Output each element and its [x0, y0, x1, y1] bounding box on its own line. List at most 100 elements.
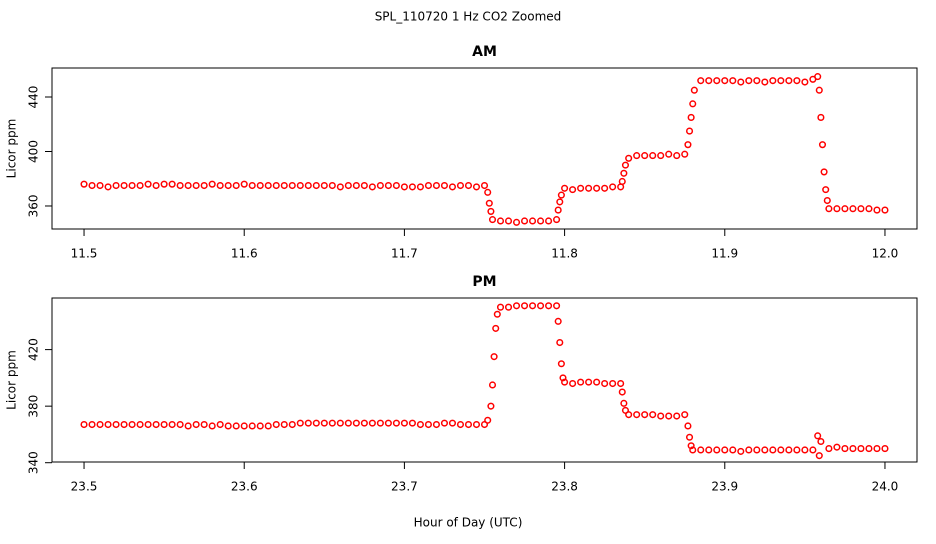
data-point — [545, 302, 553, 310]
data-point — [761, 78, 769, 86]
data-point — [881, 445, 889, 453]
data-point — [392, 419, 400, 427]
data-point — [777, 446, 785, 454]
data-point — [456, 181, 465, 190]
data-point — [761, 446, 769, 454]
data-point — [448, 419, 457, 427]
data-point — [825, 205, 833, 213]
data-point — [687, 442, 695, 450]
data-point — [721, 77, 729, 85]
y-tick-label: 420 — [27, 338, 41, 361]
data-point — [320, 419, 328, 427]
data-point — [814, 73, 822, 81]
data-point — [769, 77, 777, 85]
data-point — [556, 338, 564, 347]
data-point — [288, 420, 296, 429]
data-point — [618, 388, 626, 396]
data-point — [684, 422, 692, 430]
data-point — [689, 446, 697, 454]
data-point — [729, 77, 737, 85]
data-point — [729, 446, 737, 454]
data-point — [312, 419, 320, 427]
data-point — [585, 184, 593, 192]
data-point — [408, 419, 416, 427]
data-point — [857, 205, 865, 213]
data-point — [88, 420, 96, 429]
data-point — [184, 422, 192, 430]
x-axis-label: Hour of Day (UTC) — [414, 516, 523, 530]
data-point — [657, 152, 665, 160]
data-point — [785, 77, 793, 85]
data-point — [556, 198, 564, 206]
data-point — [673, 152, 681, 160]
data-point — [224, 181, 232, 190]
data-point — [328, 419, 336, 427]
data-point — [841, 445, 849, 453]
data-point — [641, 411, 649, 419]
data-point — [833, 205, 841, 213]
data-point — [424, 420, 432, 429]
data-point — [713, 77, 721, 85]
data-point — [168, 180, 176, 188]
data-point — [448, 183, 457, 191]
data-point — [815, 86, 823, 94]
data-point — [569, 379, 577, 388]
data-point — [120, 181, 128, 190]
data-point — [833, 443, 841, 451]
data-point — [559, 374, 567, 382]
data-point — [601, 184, 609, 192]
data-point — [484, 188, 492, 196]
data-point — [684, 141, 692, 149]
data-point — [801, 78, 809, 86]
data-point — [601, 379, 609, 388]
data-point — [320, 181, 328, 190]
data-point — [232, 181, 240, 190]
figure-title: SPL_110720 1 Hz CO2 Zoomed — [375, 10, 562, 24]
data-point — [553, 216, 561, 224]
data-point — [487, 207, 495, 215]
data-point — [815, 452, 823, 460]
data-point — [493, 310, 501, 318]
data-point — [520, 217, 529, 225]
data-point — [152, 420, 160, 429]
data-point — [673, 412, 681, 420]
data-point — [814, 432, 822, 440]
data-point — [456, 420, 465, 429]
data-point — [504, 303, 513, 311]
data-point — [240, 422, 248, 430]
y-tick-label: 380 — [27, 395, 41, 418]
data-point — [649, 411, 657, 419]
data-point — [184, 181, 192, 190]
data-point — [296, 181, 304, 190]
data-point — [817, 437, 825, 446]
plot-frame — [51, 67, 918, 230]
y-axis-label: Licor ppm — [5, 350, 19, 410]
data-point — [617, 379, 625, 388]
data-point — [737, 447, 745, 455]
data-point — [200, 181, 208, 190]
data-point — [488, 381, 497, 389]
data-point — [745, 77, 753, 85]
plot-frame — [51, 297, 918, 463]
data-point — [96, 420, 104, 429]
data-point — [641, 152, 649, 160]
data-point — [620, 169, 628, 177]
data-point — [817, 113, 825, 121]
data-point — [687, 113, 695, 121]
data-point — [232, 422, 240, 430]
data-point — [176, 420, 184, 429]
data-point — [360, 419, 368, 427]
data-point — [569, 186, 577, 194]
data-point — [264, 181, 272, 190]
data-point — [96, 181, 104, 190]
data-point — [665, 150, 673, 158]
data-point — [496, 217, 505, 225]
x-tick-label: 11.5 — [71, 247, 98, 261]
data-point — [280, 420, 288, 429]
x-tick-label: 23.9 — [711, 480, 738, 494]
x-tick-label: 11.9 — [711, 247, 738, 261]
data-point — [488, 216, 497, 224]
data-point — [485, 199, 493, 207]
data-point — [272, 181, 280, 190]
data-point — [120, 420, 128, 429]
